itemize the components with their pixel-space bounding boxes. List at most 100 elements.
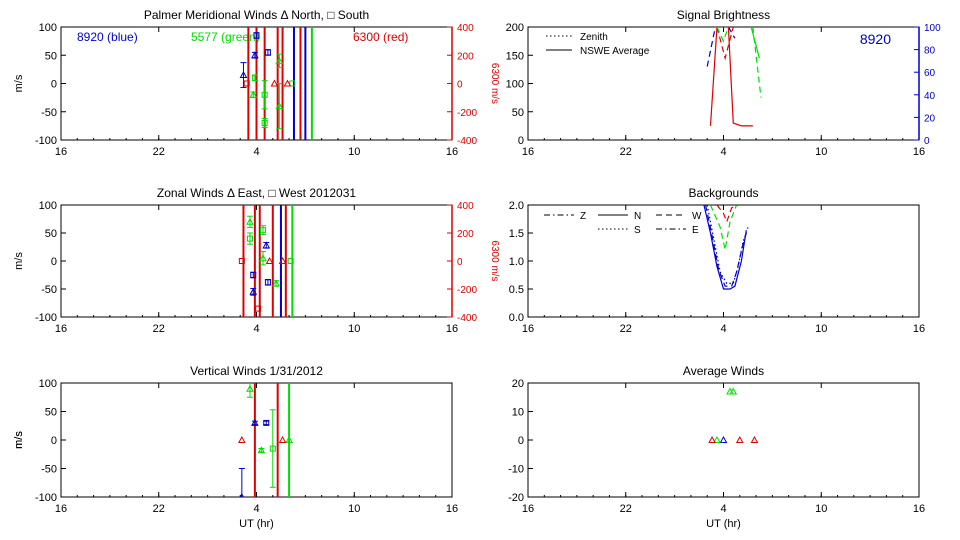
triangle-marker xyxy=(265,256,274,264)
series-line-5577 xyxy=(750,27,760,59)
square-marker xyxy=(243,80,250,87)
plot-data xyxy=(708,387,759,443)
series-line-8920 xyxy=(706,205,747,284)
y2-tick-label: -200 xyxy=(457,108,477,119)
x-tick-label: 16 xyxy=(446,323,458,335)
y2-tick-label: 0 xyxy=(457,80,463,91)
y-tick-label: -50 xyxy=(41,464,57,476)
square-marker xyxy=(289,80,296,87)
legend-label: W xyxy=(692,211,702,222)
y-tick-label: 200 xyxy=(506,22,524,34)
triangle-marker xyxy=(708,435,716,443)
y2-tick-label: 100 xyxy=(924,23,941,34)
y2-axis-label: 6300 m/s xyxy=(489,63,500,104)
legend-label: NSWE Average xyxy=(580,46,650,57)
chart-title: Signal Brightness xyxy=(677,8,770,22)
x-tick-label: 16 xyxy=(55,503,67,515)
plot-frame xyxy=(60,382,453,498)
y-tick-label: -20 xyxy=(508,492,524,504)
y2-tick-label: 0 xyxy=(457,257,463,268)
x-tick-label: 10 xyxy=(348,323,360,335)
y2-axis-label: 6300 m/s xyxy=(489,240,500,281)
y-axis-label: m/s xyxy=(13,252,25,270)
y-tick-label: -50 xyxy=(41,284,57,296)
square-marker xyxy=(264,279,271,286)
y-tick-label: 2.0 xyxy=(509,200,524,212)
triangle-marker xyxy=(246,217,254,225)
triangle-marker xyxy=(246,384,254,392)
square-marker xyxy=(263,419,270,426)
panel-backgrounds: Backgrounds 16 22 4 10 16 2.0 1.5 1.0 0.5 0.0 Z N W S E xyxy=(509,186,925,335)
y2-tick-label: 80 xyxy=(924,46,936,57)
y-tick-label: 50 xyxy=(45,407,57,419)
panel-meridional: Palmer Meridional Winds Δ North, □ South… xyxy=(13,8,500,158)
y-axis-label: m/s xyxy=(13,431,25,449)
x-tick-label: 16 xyxy=(522,146,534,158)
x-tick-label: 4 xyxy=(720,146,726,158)
y-tick-label: 0 xyxy=(518,435,524,447)
y2-tick-label: 20 xyxy=(924,113,936,124)
triangle-marker xyxy=(713,435,721,443)
y2-tick-label: 400 xyxy=(457,23,474,34)
legend-label: S xyxy=(634,225,641,236)
plot-frame xyxy=(527,204,920,318)
triangle-marker xyxy=(239,492,245,497)
chart-title: Zonal Winds Δ East, □ West 2012031 xyxy=(157,186,356,200)
x-tick-label: 16 xyxy=(55,146,67,158)
legend-label: Zenith xyxy=(580,32,608,43)
triangle-marker xyxy=(729,387,738,395)
y-tick-label: 150 xyxy=(506,50,524,62)
x-tick-label: 4 xyxy=(253,146,259,158)
x-tick-label: 22 xyxy=(153,146,165,158)
square-marker xyxy=(264,49,271,56)
legend-label: Z xyxy=(580,211,586,222)
chart-title: Palmer Meridional Winds Δ North, □ South xyxy=(144,8,369,22)
x-tick-label: 22 xyxy=(153,503,165,515)
y-tick-label: 0.0 xyxy=(509,312,524,324)
y-tick-label: -100 xyxy=(35,312,57,324)
annotation-label: 6300 (red) xyxy=(353,30,408,44)
y-tick-label: 50 xyxy=(512,107,524,119)
square-marker xyxy=(246,235,253,242)
y-tick-label: 0 xyxy=(51,79,57,91)
y-axis-label: m/s xyxy=(13,431,25,449)
x-tick-label: 22 xyxy=(153,323,165,335)
series-line-8920 xyxy=(703,205,747,290)
annotation-label: 5577 (green) xyxy=(191,30,260,44)
triangle-marker xyxy=(270,79,279,87)
plot-data xyxy=(237,383,293,497)
y-axis-label: m/s xyxy=(13,74,25,92)
triangle-marker xyxy=(249,287,258,295)
series-line-8920 xyxy=(727,27,736,39)
series-line-5577 xyxy=(752,27,762,98)
y-tick-label: 50 xyxy=(45,50,57,62)
x-axis-label: UT (hr) xyxy=(706,518,741,530)
x-tick-label: 16 xyxy=(913,503,925,515)
square-marker xyxy=(287,258,294,264)
square-marker xyxy=(261,91,268,98)
x-tick-label: 16 xyxy=(55,323,67,335)
chart-title: Vertical Winds 1/31/2012 xyxy=(190,364,323,378)
x-tick-label: 16 xyxy=(913,146,925,158)
triangle-marker xyxy=(735,435,744,443)
square-marker xyxy=(269,445,276,452)
series-line-6300 xyxy=(709,27,753,127)
series-line-8920 xyxy=(706,27,716,67)
x-tick-label: 22 xyxy=(620,146,632,158)
triangle-marker xyxy=(239,70,248,79)
square-marker xyxy=(250,272,257,278)
panel-zonal: Zonal Winds Δ East, □ West 2012031 16 22 4 1… xyxy=(13,186,500,335)
x-tick-label: 16 xyxy=(522,323,534,335)
x-tick-label: 4 xyxy=(720,503,726,515)
plot-data xyxy=(706,27,762,127)
triangle-marker xyxy=(285,435,293,443)
panel-vertical: Vertical Winds 1/31/2012 16 22 4 10 16 100 50 0 -… xyxy=(13,364,458,530)
triangle-marker xyxy=(272,279,280,287)
plot-data xyxy=(703,205,749,290)
y-tick-label: 0 xyxy=(518,135,524,147)
x-tick-label: 16 xyxy=(446,146,458,158)
square-marker xyxy=(253,32,260,39)
triangle-marker xyxy=(278,256,287,264)
y-tick-label: 0 xyxy=(51,256,57,268)
